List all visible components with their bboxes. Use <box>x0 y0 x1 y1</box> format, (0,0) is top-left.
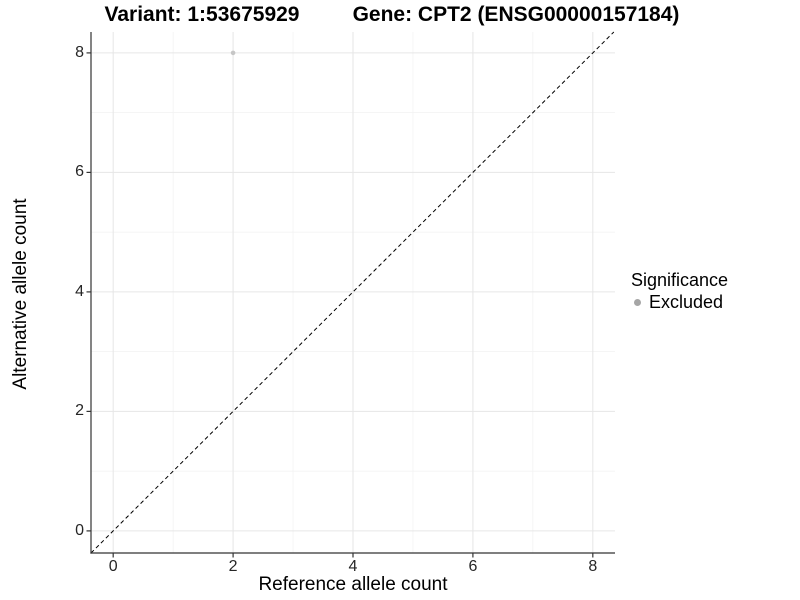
legend-items: Excluded <box>628 292 728 312</box>
data-points-layer <box>230 50 236 56</box>
legend-item-label: Excluded <box>649 292 724 312</box>
data-point <box>230 50 236 56</box>
legend-item: Excluded <box>628 292 728 312</box>
variant-title: Variant: 1:53675929 <box>104 3 300 26</box>
legend-point-icon <box>634 298 641 306</box>
x-tick-label: 8 <box>588 558 598 575</box>
x-tick-label: 4 <box>348 558 358 575</box>
x-tick-label: 2 <box>228 558 238 575</box>
y-tick-label: 6 <box>75 163 84 181</box>
legend: Significance Excluded <box>628 270 728 312</box>
x-tick-label: 0 <box>108 558 118 575</box>
gene-title: Gene: CPT2 (ENSG00000157184) <box>352 3 680 26</box>
x-axis-title: Reference allele count <box>258 574 448 595</box>
identity-line-layer <box>90 31 615 554</box>
legend-title: Significance <box>631 270 729 290</box>
y-tick-label: 4 <box>75 282 84 300</box>
axes-layer <box>86 32 615 558</box>
y-tick-label: 8 <box>75 43 84 61</box>
x-tick-label: 6 <box>468 558 478 575</box>
y-tick-label: 2 <box>75 402 84 420</box>
y-tick-label: 0 <box>75 521 84 539</box>
gridlines <box>91 32 615 553</box>
identity-line <box>90 31 615 554</box>
y-axis-title: Alternative allele count <box>10 198 31 390</box>
